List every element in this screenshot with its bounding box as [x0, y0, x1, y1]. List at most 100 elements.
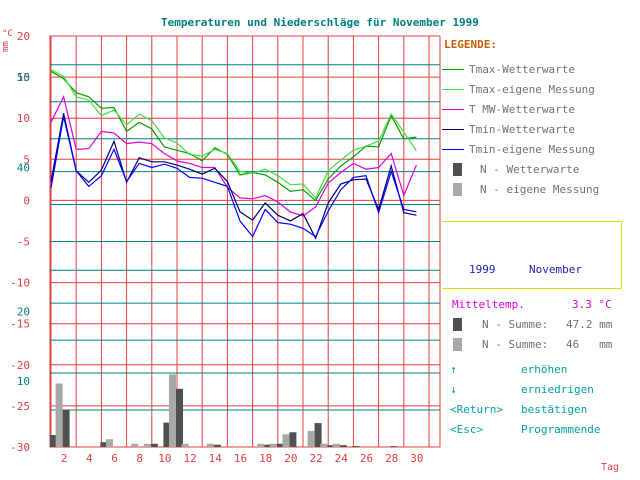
rain-bar — [314, 423, 322, 447]
rain-bar — [327, 445, 335, 447]
x-tick-label: 30 — [410, 452, 423, 465]
x-tick-label: 4 — [86, 452, 93, 465]
control-action[interactable]: erniedrigen — [521, 383, 594, 396]
rain-bar — [269, 443, 277, 447]
rain-bar — [131, 443, 139, 447]
x-tick-label: 2 — [61, 452, 68, 465]
y-tick-label: 15 — [17, 71, 30, 84]
rain-bar — [169, 374, 176, 447]
rain-sum2-value: 46 mm — [566, 338, 613, 351]
rain-tick-label: 50 — [17, 71, 30, 84]
control-key[interactable]: <Esc> — [450, 423, 484, 436]
period-year: 1999 — [469, 263, 496, 276]
control-action[interactable]: erhöhen — [521, 363, 568, 376]
chart-title: Temperaturen und Niederschläge für Novem… — [161, 16, 479, 29]
y-tick-label: 10 — [17, 112, 30, 125]
legend-bar-swatch — [453, 163, 462, 176]
x-axis-label: Tag — [601, 462, 619, 473]
legend-item-label: N - eigene Messung — [480, 183, 600, 196]
legend-item-label: Tmin-Wetterwarte — [469, 123, 575, 136]
y-tick-label: 0 — [23, 194, 30, 207]
y-tick-label: -30 — [10, 441, 30, 454]
series-line — [50, 113, 417, 240]
period-box: 1999 November — [442, 221, 622, 289]
rain-bar — [339, 445, 347, 447]
control-key[interactable]: ↑ — [450, 363, 457, 376]
rain-bar — [264, 444, 272, 447]
rain-bar — [55, 383, 63, 447]
y-tick-label: -10 — [10, 277, 30, 290]
x-tick-label: 24 — [335, 452, 349, 465]
rain-sum2-label: N - Summe: — [482, 338, 549, 351]
legend-line-swatch — [442, 129, 464, 130]
x-tick-label: 28 — [385, 452, 398, 465]
legend-panel: LEGENDE: Tmax-Wetterwarte Tmax-eigene Mes… — [442, 36, 640, 216]
series-line — [50, 70, 417, 202]
legend-title: LEGENDE: — [444, 38, 497, 51]
x-tick-label: 8 — [136, 452, 143, 465]
rain-bars — [50, 374, 398, 447]
x-tick-label: 12 — [183, 452, 196, 465]
rain-bar — [163, 422, 171, 447]
rain-sum2-swatch — [453, 338, 462, 351]
x-tick-label: 18 — [259, 452, 272, 465]
legend-line-swatch — [442, 109, 464, 110]
rain-tick-label: 10 — [17, 375, 30, 388]
legend-line-swatch — [442, 149, 464, 150]
rain-tick-label: 40 — [17, 162, 30, 175]
mean-temp-label: Mitteltemp. — [452, 298, 525, 311]
x-tick-label: 10 — [158, 452, 171, 465]
legend-item-label: Tmax-Wetterwarte — [469, 63, 575, 76]
legend-item-label: T MW-Wetterwarte — [469, 103, 575, 116]
rain-unit-label: mm — [1, 41, 11, 52]
legend-line-swatch — [442, 89, 464, 90]
x-tick-label: 16 — [234, 452, 247, 465]
rain-sum1-swatch — [453, 318, 462, 331]
rain-bar — [206, 443, 214, 447]
rain-bar — [213, 444, 221, 447]
temperature-lines — [50, 69, 417, 240]
rain-sum1-value: 47.2 mm — [566, 318, 613, 331]
legend-line-swatch — [442, 69, 464, 70]
rain-tick-label: 20 — [17, 305, 30, 318]
controls-panel: ↑ erhöhen ↓ erniedrigen <Return> bestätigen <E… — [442, 361, 640, 441]
control-action[interactable]: bestätigen — [521, 403, 588, 416]
rain-bar — [62, 409, 70, 447]
y-tick-label: 5 — [23, 153, 30, 166]
legend-item-label: Tmax-eigene Messung — [469, 83, 595, 96]
rain-bar — [106, 439, 113, 447]
y-tick-label: -25 — [10, 400, 30, 413]
y-tick-label: -5 — [17, 236, 30, 249]
x-tick-label: 22 — [309, 452, 322, 465]
legend-item-label: N - Wetterwarte — [480, 163, 580, 176]
rain-sum1-label: N - Summe: — [482, 318, 549, 331]
rain-bar — [282, 434, 290, 447]
rain-bar — [257, 443, 265, 447]
control-key[interactable]: ↓ — [450, 383, 457, 396]
control-key[interactable]: <Return> — [450, 403, 503, 416]
x-tick-label: 6 — [111, 452, 118, 465]
rain-bar — [352, 446, 360, 447]
rain-bar — [307, 430, 315, 447]
stats-panel: Mitteltemp. 3.3 °C N - Summe: 47.2 mm N … — [442, 292, 640, 358]
x-tick-label: 14 — [209, 452, 223, 465]
rain-bar — [332, 443, 340, 447]
series-line — [50, 116, 417, 238]
x-tick-label: 20 — [284, 452, 297, 465]
rain-bar — [289, 432, 297, 447]
rain-bar — [143, 443, 151, 447]
rain-bar — [276, 443, 284, 447]
control-action[interactable]: Programmende — [521, 423, 601, 436]
legend-item-label: Tmin-eigene Messung — [469, 143, 595, 156]
rain-bar — [50, 435, 57, 447]
series-line — [50, 95, 417, 217]
y-tick-label: -15 — [10, 318, 30, 331]
legend-bar-swatch — [453, 183, 462, 196]
rain-bar — [390, 446, 398, 447]
grid — [49, 35, 441, 448]
rain-bar — [100, 442, 108, 447]
x-tick-label: 26 — [360, 452, 373, 465]
rain-bar — [150, 443, 158, 447]
